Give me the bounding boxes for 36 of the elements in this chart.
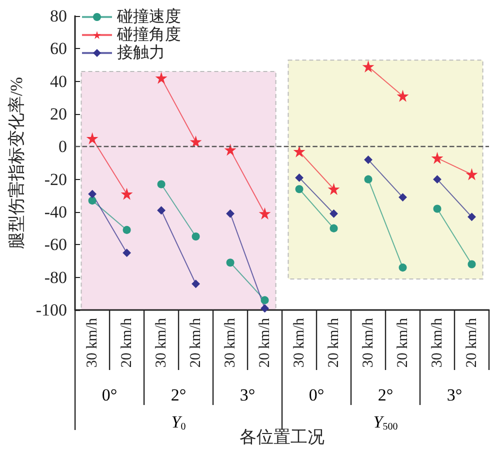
text: 2° [170, 386, 186, 404]
y-tick-label: 20 [50, 104, 68, 124]
y-tick-label: -40 [44, 202, 68, 222]
y-tick-label: 0 [58, 137, 68, 156]
point [433, 175, 442, 184]
x-tick-label: 20 km/h [326, 318, 342, 368]
x-tick-label: 20 km/h [118, 318, 135, 368]
y-tick-label: -80 [44, 268, 68, 287]
x-tick-label: 30 km/h [291, 318, 308, 368]
y-tick-label: 40 [50, 72, 68, 91]
legend-label: 碰撞速度 [116, 8, 181, 26]
x-tick-label: 30 km/h [360, 318, 376, 368]
x-tick-label: 20 km/h [394, 318, 411, 368]
legend-label: 碰撞角度 [116, 26, 181, 44]
text: 3° [240, 386, 256, 404]
text: 3° [446, 386, 462, 404]
text: 0° [102, 386, 118, 404]
x-tick-label: 30 km/h [153, 318, 170, 368]
y-axis-title: 腿型伤害指标变化率/% [7, 77, 26, 249]
y-tick-label: 60 [50, 39, 68, 58]
y-tick-label: -100 [36, 300, 68, 320]
y-tick-label: -20 [44, 170, 68, 189]
x-tick-label: 20 km/h [464, 318, 480, 368]
x-tick-label: 20 km/h [256, 318, 273, 368]
x-tick-label: 30 km/h [429, 318, 446, 368]
point [432, 153, 442, 164]
x-tick-label: 20 km/h [188, 318, 204, 368]
text: 0° [308, 386, 324, 404]
x-tick-label: 30 km/h [84, 318, 100, 368]
text: 2° [378, 386, 394, 404]
x-tick-label: 30 km/h [222, 318, 238, 368]
y-tick-label: 80 [50, 6, 68, 26]
legend-label: 接触力 [117, 44, 165, 62]
y-tick-label: -60 [44, 235, 68, 254]
x-axis-title: 各位置工况 [240, 428, 325, 446]
point [466, 169, 477, 180]
